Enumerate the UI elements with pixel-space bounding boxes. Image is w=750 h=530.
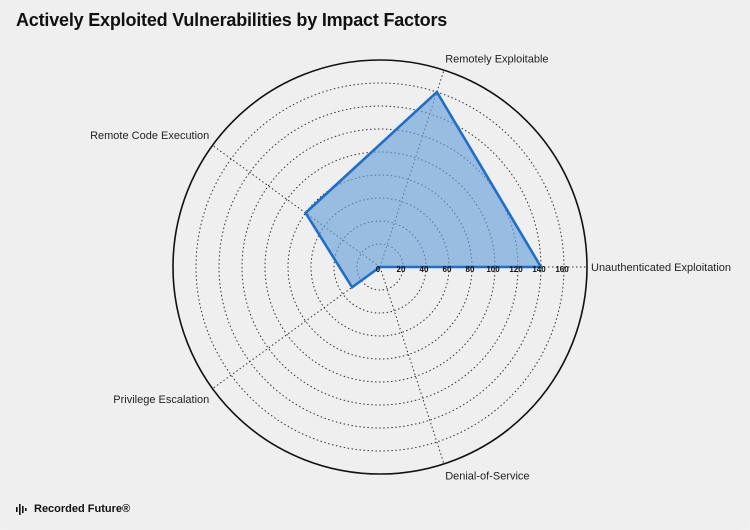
tick-label-40: 40 [420, 265, 429, 274]
tick-label-120: 120 [509, 265, 523, 274]
radar-tick-labels: 0 20 40 60 80 100 120 140 160 [376, 265, 569, 274]
tick-label-80: 80 [466, 265, 475, 274]
recorded-future-logo-icon [16, 503, 27, 515]
tick-label-20: 20 [397, 265, 406, 274]
spoke-4 [379, 266, 445, 465]
outer-ring [172, 59, 588, 475]
axis-label-2: Remote Code Execution [90, 130, 209, 142]
tick-label-160: 160 [555, 265, 569, 274]
chart-title: Actively Exploited Vulnerabilities by Im… [16, 10, 448, 30]
tick-label-0: 0 [376, 265, 381, 274]
spoke-3 [212, 266, 381, 390]
series-polygon [303, 89, 544, 290]
tick-label-60: 60 [443, 265, 452, 274]
tick-label-100: 100 [486, 265, 500, 274]
spoke-2 [212, 144, 381, 268]
brand-logo: Recorded Future® [16, 503, 130, 515]
radar-series [303, 89, 544, 290]
radar-axis-labels: Unauthenticated Exploitation Remotely Exp… [90, 53, 731, 482]
axis-label-4: Denial-of-Service [445, 471, 529, 483]
axis-label-1: Remotely Exploitable [445, 53, 548, 65]
axis-label-3: Privilege Escalation [113, 394, 209, 406]
brand-name: Recorded Future® [34, 503, 131, 515]
axis-label-0: Unauthenticated Exploitation [591, 262, 731, 274]
tick-label-140: 140 [532, 265, 546, 274]
